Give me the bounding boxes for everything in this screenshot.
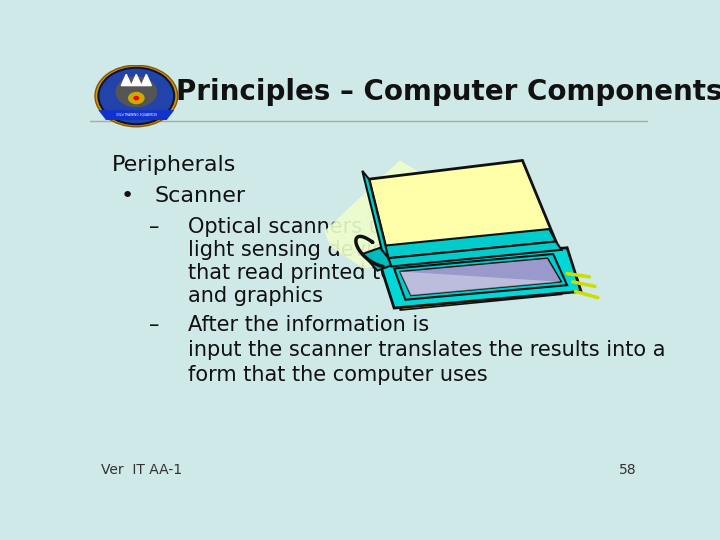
Polygon shape	[369, 160, 556, 258]
Text: 332d TRAINING SQUADRON: 332d TRAINING SQUADRON	[116, 112, 157, 116]
Polygon shape	[400, 288, 567, 310]
Circle shape	[95, 65, 178, 127]
Text: –: –	[148, 315, 159, 335]
Text: Peripherals: Peripherals	[112, 154, 237, 174]
Circle shape	[115, 76, 157, 107]
Polygon shape	[362, 171, 389, 258]
Text: that read printed text: that read printed text	[188, 262, 413, 283]
Text: After the information is: After the information is	[188, 315, 429, 335]
Text: Scanner: Scanner	[154, 186, 246, 206]
Polygon shape	[131, 75, 141, 85]
Text: Optical scanners use: Optical scanners use	[188, 217, 405, 237]
Text: input the scanner translates the results into a: input the scanner translates the results…	[188, 340, 665, 360]
Text: Principles – Computer Components: Principles – Computer Components	[176, 78, 720, 106]
Polygon shape	[400, 258, 562, 295]
Text: •: •	[121, 186, 134, 206]
Polygon shape	[121, 75, 131, 85]
Text: form that the computer uses: form that the computer uses	[188, 364, 487, 384]
Circle shape	[133, 96, 140, 100]
Text: Ver  IT AA-1: Ver IT AA-1	[101, 463, 182, 477]
Polygon shape	[324, 160, 438, 268]
Polygon shape	[400, 272, 562, 295]
Polygon shape	[380, 248, 581, 308]
Polygon shape	[99, 110, 174, 120]
Circle shape	[99, 68, 174, 124]
Circle shape	[128, 92, 145, 104]
Polygon shape	[362, 248, 394, 271]
Polygon shape	[384, 229, 556, 258]
Polygon shape	[141, 75, 151, 85]
Text: light sensing devices: light sensing devices	[188, 240, 407, 260]
Text: 58: 58	[619, 463, 637, 477]
Polygon shape	[389, 241, 562, 266]
Text: and graphics: and graphics	[188, 286, 323, 306]
Polygon shape	[394, 254, 567, 300]
Text: –: –	[148, 217, 159, 237]
